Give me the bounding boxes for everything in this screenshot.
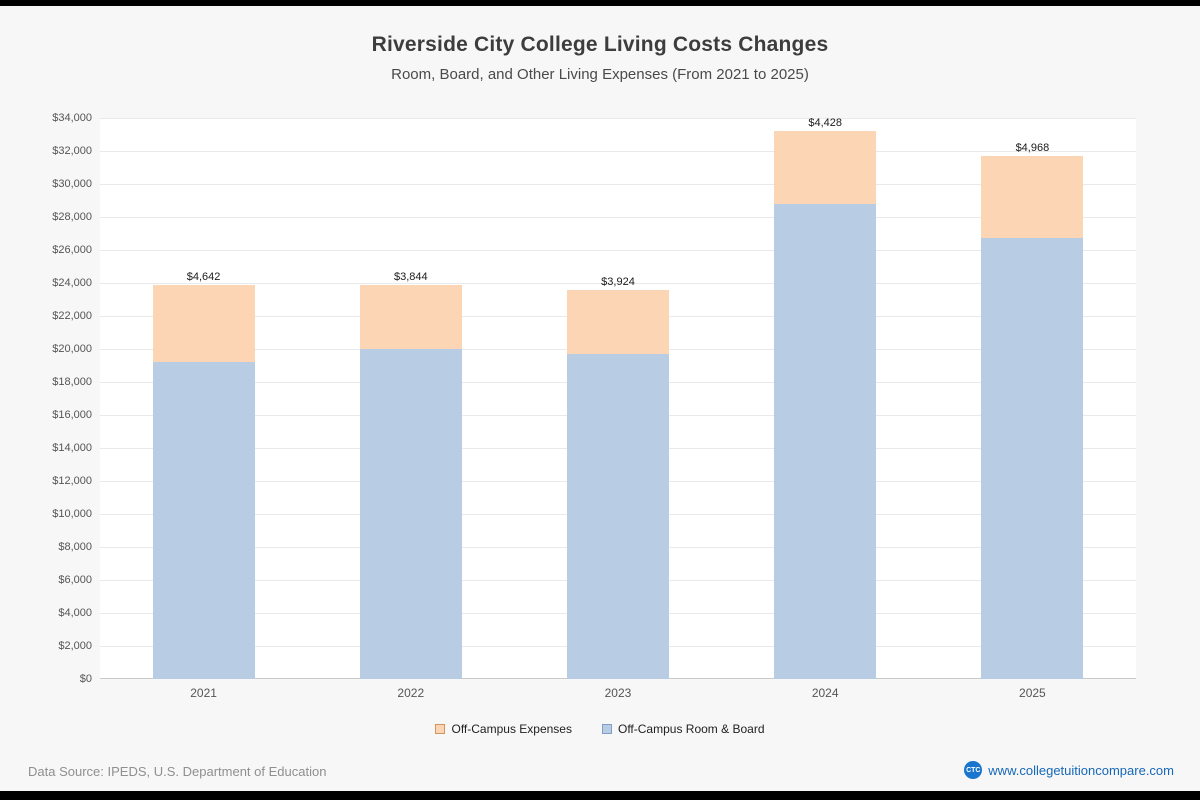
- plot-area: $19,216$4,642$20,016$3,844$19,674$3,924$…: [100, 117, 1136, 679]
- y-axis-tick-label: $12,000: [52, 475, 92, 487]
- data-label-off-campus-expenses-2024: $4,428: [808, 117, 843, 130]
- gridline: [100, 184, 1136, 185]
- bar-2021: $19,216$4,642: [152, 118, 255, 679]
- segment-off-campus-room-board-2023: [567, 354, 669, 679]
- bar-2023: $19,674$3,924: [567, 118, 669, 679]
- y-axis-tick-label: $26,000: [52, 244, 92, 256]
- y-axis-tick-label: $20,000: [52, 343, 92, 355]
- data-label-off-campus-expenses-2021: $4,642: [186, 271, 221, 284]
- data-label-off-campus-expenses-2025: $4,968: [1015, 141, 1050, 154]
- segment-off-campus-expenses-2025: [981, 155, 1084, 238]
- y-axis-tick-label: $24,000: [52, 277, 92, 289]
- y-axis-tick-label: $30,000: [52, 178, 92, 190]
- y-axis-tick-label: $28,000: [52, 211, 92, 223]
- website-url: www.collegetuitioncompare.com: [988, 762, 1174, 778]
- segment-off-campus-expenses-2022: [359, 285, 462, 349]
- y-axis-tick-label: $8,000: [58, 541, 92, 553]
- segment-off-campus-room-board-2022: [359, 348, 462, 679]
- legend-label: Off-Campus Expenses: [451, 722, 572, 736]
- y-axis-tick-label: $4,000: [58, 607, 92, 619]
- chart-title: Riverside City College Living Costs Chan…: [371, 33, 829, 56]
- gridline: [100, 250, 1136, 251]
- gridline: [100, 217, 1136, 218]
- legend: Off-Campus Expenses Off-Campus Room & Boa…: [0, 722, 1200, 736]
- legend-item-off-campus-room-board[interactable]: Off-Campus Room & Board: [601, 722, 765, 736]
- data-label-off-campus-expenses-2023: $3,924: [601, 275, 635, 288]
- x-axis-label-2025: 2025: [1019, 686, 1046, 700]
- y-axis-tick-label: $6,000: [58, 574, 92, 586]
- top-black-strip: [0, 0, 1200, 6]
- bar-2025: $26,740$4,968: [981, 118, 1084, 679]
- y-axis-tick-label: $14,000: [52, 442, 92, 454]
- legend-marker-icon: [601, 724, 612, 734]
- y-axis-tick-label: $18,000: [52, 376, 92, 388]
- x-axis-label-2023: 2023: [604, 686, 632, 700]
- x-axis-label-2022: 2022: [397, 686, 425, 700]
- x-axis-label-2021: 2021: [190, 686, 217, 700]
- gridline: [100, 118, 1136, 119]
- y-axis-tick-label: $32,000: [52, 145, 92, 157]
- chart-subtitle: Room, Board, and Other Living Expenses (…: [391, 66, 809, 83]
- y-axis-tick-label: $10,000: [52, 508, 92, 520]
- legend-marker-icon: [435, 724, 446, 734]
- website-link[interactable]: CTC www.collegetuitioncompare.com: [964, 761, 1174, 779]
- segment-off-campus-room-board-2021: [152, 361, 255, 679]
- bar-2024: $28,782$4,428: [774, 117, 877, 679]
- gridline: [100, 283, 1136, 284]
- data-label-off-campus-expenses-2022: $3,844: [393, 271, 428, 284]
- segment-off-campus-expenses-2023: [567, 289, 669, 355]
- gridline: [100, 151, 1136, 152]
- segment-off-campus-expenses-2024: [774, 131, 877, 205]
- segment-off-campus-room-board-2024: [774, 204, 877, 679]
- segment-off-campus-expenses-2021: [152, 285, 255, 362]
- bar-2022: $20,016$3,844: [359, 118, 462, 679]
- legend-label: Off-Campus Room & Board: [617, 722, 765, 736]
- y-axis-tick-label: $0: [79, 673, 92, 685]
- y-axis-tick-label: $34,000: [52, 112, 92, 124]
- segment-off-campus-room-board-2025: [981, 237, 1084, 679]
- legend-item-off-campus-expenses[interactable]: Off-Campus Expenses: [435, 722, 572, 736]
- data-source-text: Data Source: IPEDS, U.S. Department of E…: [28, 764, 327, 779]
- y-axis-tick-label: $22,000: [52, 310, 92, 322]
- x-axis-label-2024: 2024: [811, 686, 839, 700]
- y-axis-tick-label: $2,000: [58, 640, 92, 652]
- bottom-black-strip: [0, 791, 1200, 800]
- y-axis-tick-label: $16,000: [52, 409, 92, 421]
- ctc-logo-icon: CTC: [964, 761, 983, 779]
